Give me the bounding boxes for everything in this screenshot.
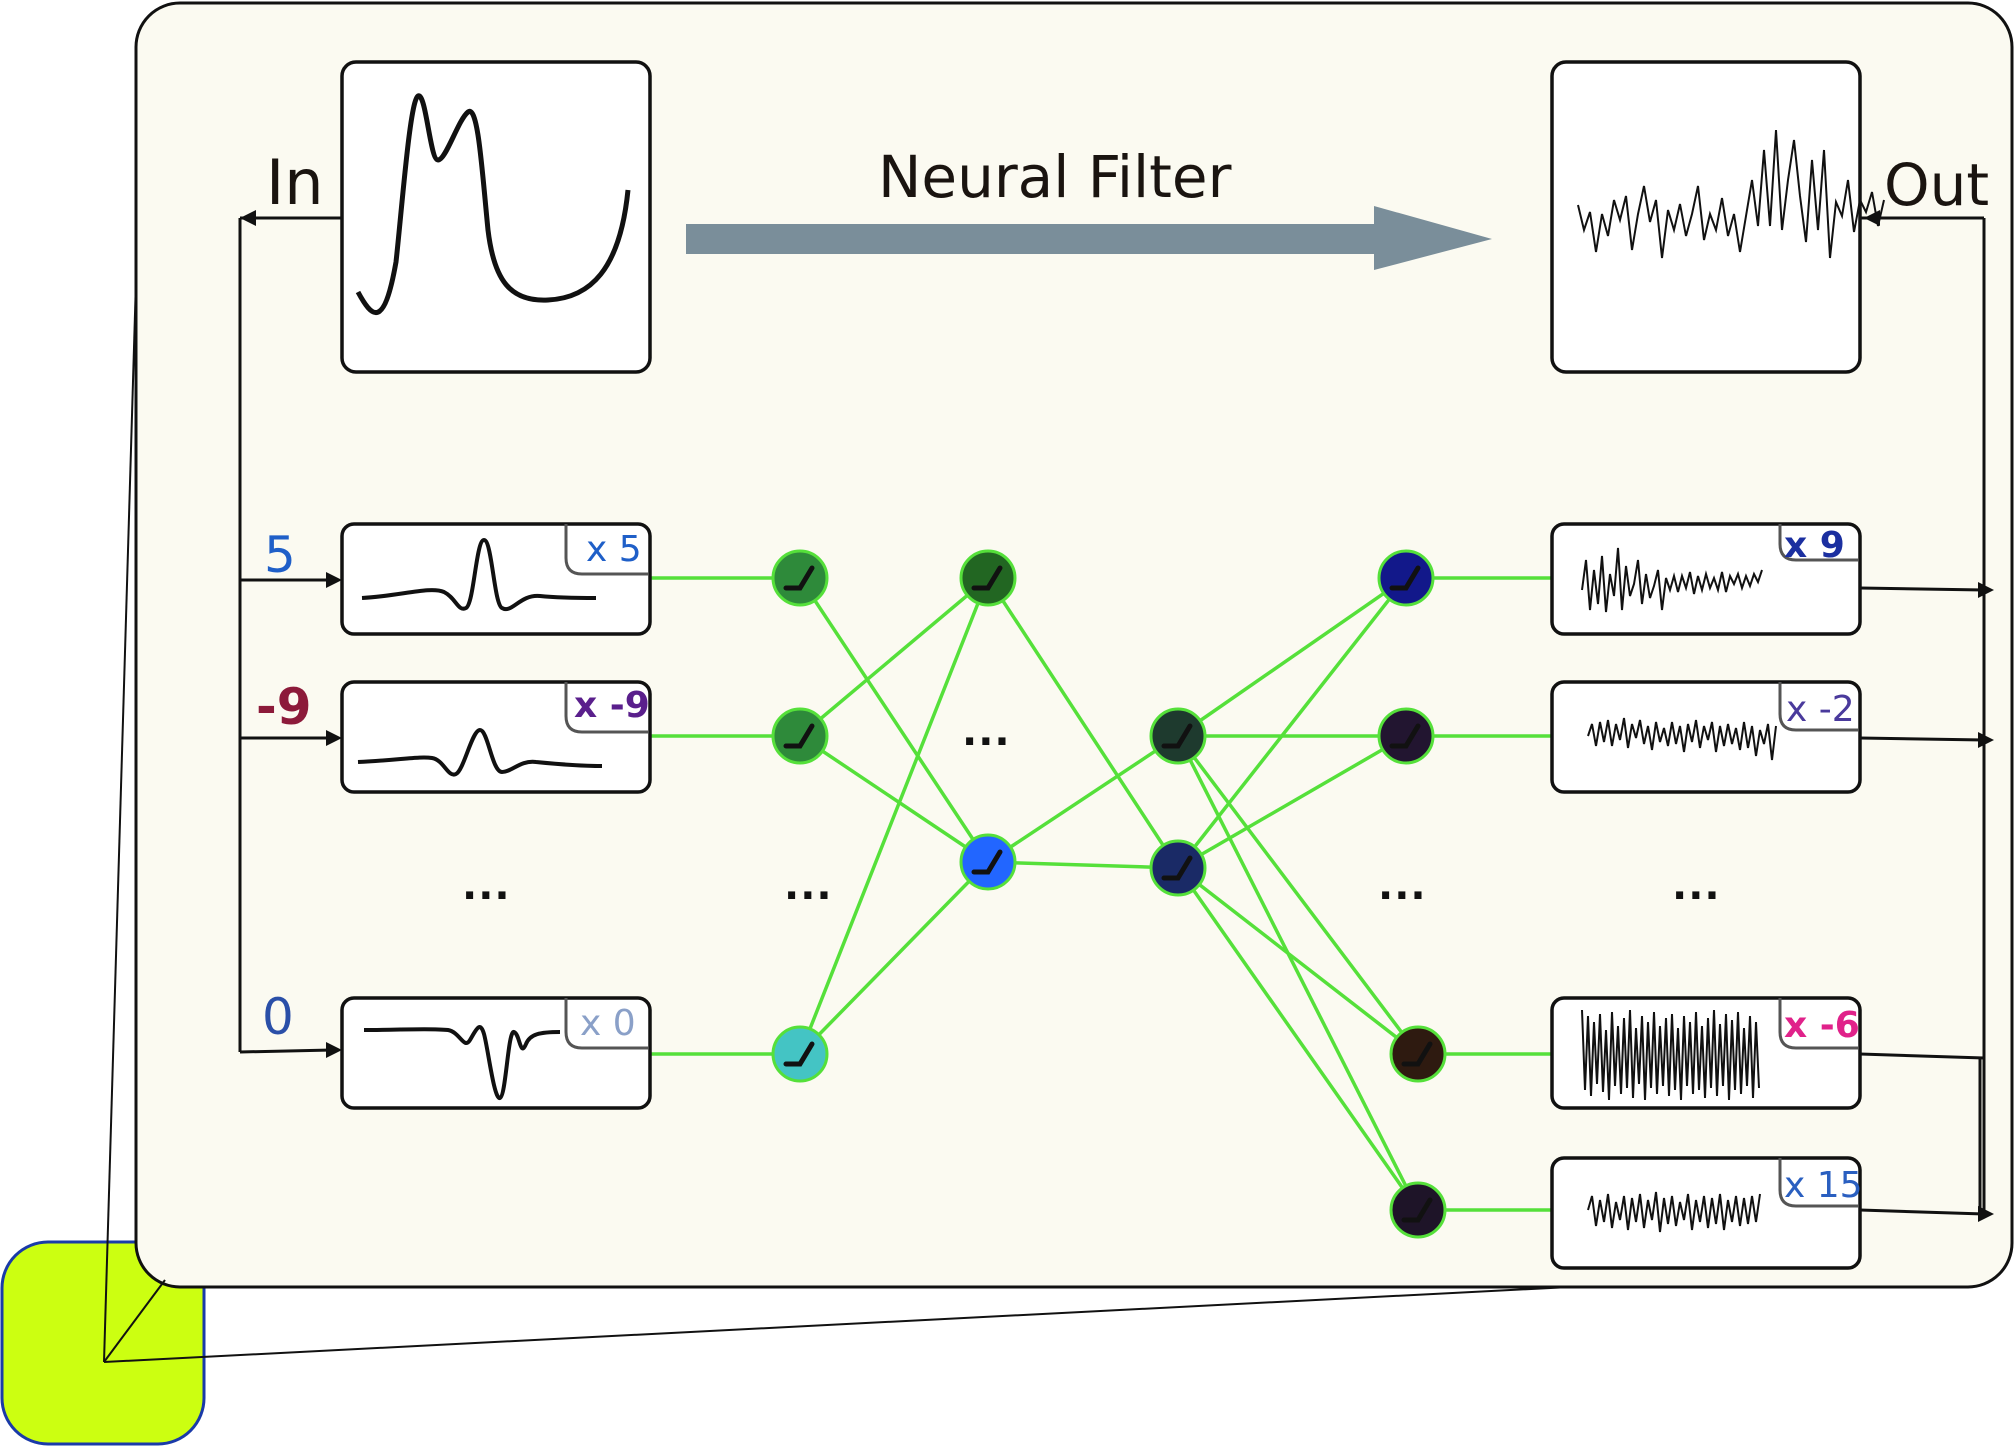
output-waveform-2 — [1587, 717, 1777, 761]
kernel-waveform-3 — [363, 1025, 561, 1101]
output-badge-2: x -2 — [1786, 689, 1855, 730]
output-badge-3: x -6 — [1784, 1005, 1860, 1046]
input-arrowheads — [240, 210, 342, 1058]
input-feed-lines — [238, 216, 342, 1054]
input-kernel-box-3 — [340, 996, 652, 1110]
input-weight-2: -9 — [256, 678, 312, 736]
input-label: In — [266, 146, 324, 219]
neuron-l2-2 — [959, 833, 1017, 891]
input-badge-3: x 0 — [580, 1003, 636, 1044]
neuron-l4-1 — [1377, 549, 1435, 607]
neural-filter-arrow — [686, 206, 1492, 270]
ellipsis-layer-2: ... — [962, 709, 1011, 755]
neuron-l4-4 — [1389, 1181, 1447, 1239]
callout-box — [0, 1240, 206, 1446]
output-kernel-box-2 — [1550, 680, 1862, 794]
neuron-l1-2 — [771, 707, 829, 765]
output-feed-lines — [1859, 216, 1986, 1216]
output-arrowheads — [1864, 210, 1994, 1222]
input-signal-box — [340, 60, 652, 374]
callout-pointer — [103, 279, 1571, 1363]
output-kernel-box-4 — [1550, 1156, 1862, 1270]
output-signal-box — [1550, 60, 1862, 374]
neuron-l4-2 — [1377, 707, 1435, 765]
input-weight-1: 5 — [264, 526, 296, 584]
network-neurons — [771, 549, 1447, 1239]
ellipsis-layer-4: ... — [1378, 863, 1427, 909]
ellipsis-layer-1: ... — [784, 863, 833, 909]
output-signal-trace — [1577, 129, 1885, 259]
diagram-title: Neural Filter — [878, 143, 1232, 211]
neuron-l4-3 — [1389, 1025, 1447, 1083]
relu-glyphs — [783, 565, 1433, 1223]
input-badge-2: x -9 — [574, 685, 650, 726]
output-kernel-box-3 — [1550, 996, 1862, 1110]
output-badge-4: x 15 — [1784, 1165, 1863, 1206]
input-badge-1: x 5 — [586, 529, 642, 570]
neuron-l3-2 — [1149, 839, 1207, 897]
output-waveform-1 — [1581, 547, 1763, 613]
input-kernel-box-1 — [340, 522, 652, 636]
ellipsis-output-boxes: ... — [1672, 863, 1721, 909]
neuron-l3-1 — [1149, 707, 1207, 765]
neuron-l2-1 — [959, 549, 1017, 607]
output-badge-1: x 9 — [1784, 525, 1845, 566]
neuron-l1-3 — [771, 1025, 829, 1083]
kernel-waveform-2 — [357, 727, 603, 777]
input-signal-curve — [355, 93, 631, 315]
output-label: Out — [1884, 151, 1990, 219]
input-weight-3: 0 — [262, 988, 294, 1046]
ellipsis-input-boxes: ... — [462, 863, 511, 909]
output-waveform-4 — [1587, 1191, 1761, 1233]
output-kernel-box-1 — [1550, 522, 1862, 636]
output-waveform-3 — [1581, 1009, 1760, 1101]
input-kernel-box-2 — [340, 680, 652, 794]
kernel-waveform-1 — [361, 537, 597, 612]
neuron-l1-1 — [771, 549, 829, 607]
